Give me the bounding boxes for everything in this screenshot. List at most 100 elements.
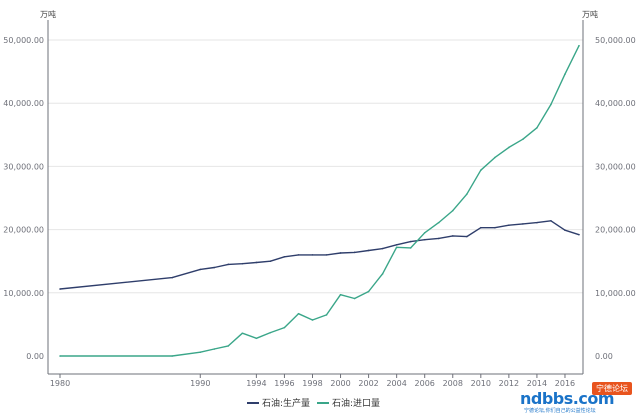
left-y-tick-label: 50,000.00 <box>3 36 44 45</box>
data-point <box>255 261 258 264</box>
watermark-logo: ndbbs.com <box>520 389 615 408</box>
legend-label: 石油:生产量 <box>262 397 310 409</box>
x-tick-label: 2006 <box>415 379 435 388</box>
data-point <box>339 293 342 296</box>
data-point <box>536 221 538 224</box>
data-point <box>423 231 426 234</box>
data-point <box>381 273 384 275</box>
data-point <box>325 254 328 256</box>
data-point <box>550 219 552 222</box>
data-point <box>409 247 412 249</box>
data-point <box>297 312 300 315</box>
data-point <box>451 235 454 237</box>
data-point <box>199 351 202 354</box>
watermark-subtitle: 宁德论坛,你们自己的公益性论坛 <box>524 408 596 414</box>
data-point <box>437 221 440 224</box>
legend-item-production[interactable]: 石油:生产量 <box>247 397 310 409</box>
data-point <box>480 226 482 229</box>
data-point <box>227 345 230 347</box>
data-point <box>199 268 202 271</box>
data-point <box>311 254 314 256</box>
data-point <box>536 127 538 129</box>
axes: 0.00 0.00 10,000.00 10,000.00 20,000.00 20,00… <box>3 20 636 388</box>
right-y-tick-label: 50,000.00 <box>595 36 636 45</box>
data-point <box>480 169 482 171</box>
data-point <box>578 44 580 47</box>
data-point <box>311 319 314 321</box>
data-point <box>451 209 454 212</box>
x-tick-label: 1998 <box>302 379 322 388</box>
data-point <box>59 355 61 357</box>
right-y-tick-label: 10,000.00 <box>595 289 636 298</box>
data-point <box>437 237 440 240</box>
x-tick-label: 2014 <box>527 379 547 388</box>
data-point <box>269 260 272 263</box>
data-point <box>494 226 496 229</box>
x-tick-label: 2000 <box>330 379 350 388</box>
data-point <box>367 290 370 293</box>
data-point <box>465 193 468 196</box>
left-y-tick-label: 20,000.00 <box>3 226 44 235</box>
data-point <box>213 348 216 350</box>
data-point <box>255 337 258 340</box>
data-point <box>367 249 370 252</box>
x-tick-label: 2010 <box>471 379 491 388</box>
data-point <box>283 255 286 258</box>
data-point <box>465 235 468 238</box>
data-point <box>297 254 300 256</box>
data-point <box>269 331 272 334</box>
left-y-tick-label: 30,000.00 <box>3 162 44 171</box>
data-point <box>59 288 61 290</box>
data-point <box>381 247 384 250</box>
x-tick-label: 2012 <box>499 379 519 388</box>
x-tick-label: 2016 <box>555 379 575 388</box>
x-tick-label: 2008 <box>443 379 463 388</box>
series-line-imports <box>60 45 580 357</box>
x-tick-label: 1990 <box>190 379 210 388</box>
legend[interactable]: 石油:生产量 石油:进口量 <box>247 397 380 409</box>
grid-lines <box>48 39 583 294</box>
x-tick-label: 1994 <box>246 379 266 388</box>
data-point <box>409 240 412 243</box>
data-point <box>325 314 328 316</box>
legend-item-imports[interactable]: 石油:进口量 <box>317 397 380 409</box>
data-point <box>395 243 398 246</box>
left-y-tick-label: 10,000.00 <box>3 289 44 298</box>
data-point <box>241 332 244 335</box>
data-point <box>353 251 356 254</box>
left-y-unit: 万吨 <box>40 9 56 19</box>
data-point <box>171 276 174 279</box>
series-line-production <box>59 220 580 290</box>
data-point <box>171 355 174 357</box>
series-lines <box>59 44 580 357</box>
data-point <box>550 103 552 106</box>
x-tick-label: 2004 <box>386 379 406 388</box>
right-y-tick-label: 40,000.00 <box>595 99 636 108</box>
legend-label: 石油:进口量 <box>332 397 380 409</box>
x-tick-label: 2002 <box>358 379 378 388</box>
x-tick-label: 1996 <box>274 379 294 388</box>
data-point <box>508 224 510 226</box>
data-point <box>423 238 426 241</box>
data-point <box>494 156 496 159</box>
data-point <box>227 263 230 266</box>
data-point <box>395 246 398 249</box>
right-y-unit: 万吨 <box>582 9 598 19</box>
watermark-badge: 宁德论坛 <box>592 382 632 395</box>
data-point <box>522 223 524 225</box>
data-point <box>564 73 566 75</box>
left-y-tick-label: 40,000.00 <box>3 99 44 108</box>
data-point <box>578 233 580 236</box>
data-point <box>508 146 510 149</box>
right-y-tick-label: 0.00 <box>595 352 613 361</box>
data-point <box>283 326 286 329</box>
data-point <box>339 252 342 254</box>
data-point <box>213 266 216 269</box>
right-y-tick-label: 30,000.00 <box>595 162 636 171</box>
data-point <box>522 138 524 141</box>
x-tick-label: 1980 <box>50 379 70 388</box>
data-point <box>241 262 244 265</box>
site-watermark: 宁德论坛 ndbbs.com 宁德论坛,你们自己的公益性论坛 <box>520 382 632 414</box>
left-y-tick-label: 0.00 <box>26 352 44 361</box>
